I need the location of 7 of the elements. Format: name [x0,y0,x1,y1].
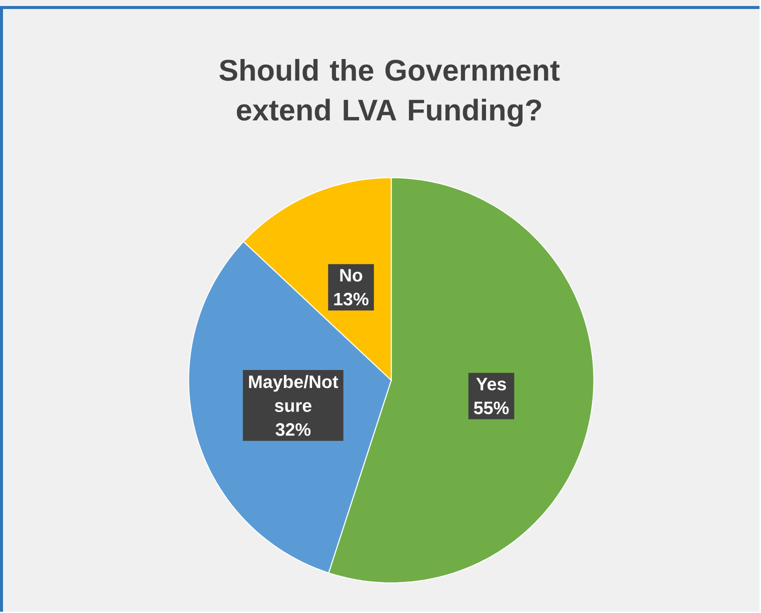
slice-label: No [340,268,362,282]
data-label: 13% [334,292,368,306]
slice-label: Yes [476,378,506,390]
slice-label: Maybe/Not sure [249,374,338,412]
data-label: 55% [474,401,509,414]
data-label: 32% [276,423,311,436]
chart-title: Should the Government extend LVA Funding? [219,58,560,127]
